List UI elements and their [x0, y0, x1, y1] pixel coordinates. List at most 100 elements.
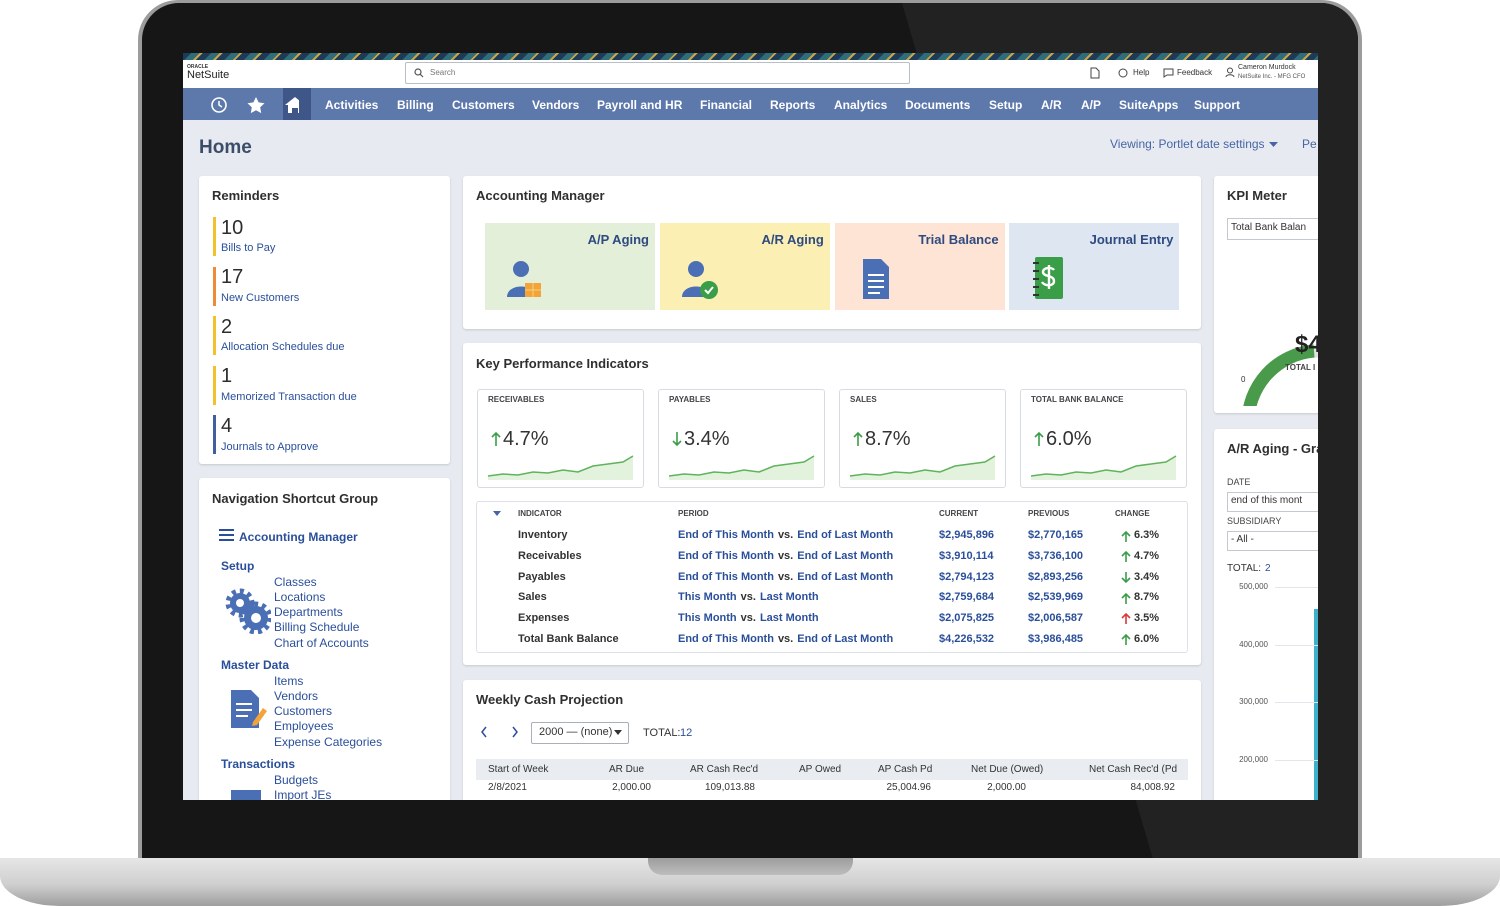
reminder-label[interactable]: Memorized Transaction due: [221, 390, 357, 403]
shortcut-link[interactable]: Budgets: [274, 772, 319, 787]
reminder-count[interactable]: 10: [221, 216, 244, 239]
help-link[interactable]: Help: [1133, 68, 1150, 78]
trend-arrow: [853, 432, 863, 446]
portlet-title: Weekly Cash Projection: [476, 692, 624, 707]
pager-arrows[interactable]: [480, 726, 520, 738]
meter-caption: TOTAL I: [1285, 363, 1316, 373]
nav-item[interactable]: Support: [1194, 97, 1240, 112]
shortcut-link[interactable]: Customers: [274, 704, 333, 719]
reminder-label[interactable]: Journals to Approve: [221, 440, 319, 453]
search-box[interactable]: [405, 62, 910, 84]
period-to[interactable]: End of Last Month: [797, 570, 894, 583]
shortcut-link[interactable]: Chart of Accounts: [274, 635, 369, 650]
current[interactable]: $2,759,684: [939, 591, 995, 604]
cut-link[interactable]: Pe: [1302, 137, 1317, 151]
gauge: [1243, 344, 1318, 406]
reminder-label[interactable]: New Customers: [221, 291, 300, 304]
select-box[interactable]: [1227, 218, 1318, 240]
tile[interactable]: Trial Balance: [834, 223, 1005, 310]
tile[interactable]: A/P Aging: [485, 223, 655, 310]
shortcut-link[interactable]: Locations: [274, 589, 326, 604]
shortcut-link[interactable]: Employees: [274, 719, 334, 734]
nav-item[interactable]: Financial: [700, 97, 753, 112]
meter-value: $4: [1295, 331, 1318, 359]
previous[interactable]: $2,539,969: [1028, 591, 1084, 604]
table-header-band: [476, 759, 1188, 780]
kpi-meter-portlet: KPI Meter Total Bank Balan $4 TOTAL I 0: [1214, 176, 1318, 413]
tile-icon: [1033, 257, 1064, 299]
top-strip: [183, 53, 1318, 60]
user-name[interactable]: Cameron Murdock: [1238, 63, 1296, 71]
collapse-caret[interactable]: [493, 511, 502, 517]
period-from[interactable]: End of This Month: [678, 549, 774, 562]
shortcut-link[interactable]: Classes: [274, 574, 317, 589]
period-to[interactable]: Last Month: [759, 611, 819, 624]
shortcut-link[interactable]: Accounting Manager: [239, 529, 358, 544]
reminder-label[interactable]: Allocation Schedules due: [221, 341, 345, 354]
viewing-link[interactable]: Viewing: Portlet date settings: [1110, 137, 1265, 151]
reminder-count[interactable]: 4: [221, 415, 233, 437]
current[interactable]: $2,945,896: [939, 529, 995, 542]
period-to[interactable]: End of Last Month: [797, 632, 894, 645]
search-placeholder[interactable]: Search: [430, 68, 456, 78]
period-from[interactable]: End of This Month: [678, 529, 774, 542]
previous[interactable]: $2,006,587: [1028, 611, 1084, 624]
period-from[interactable]: This Month: [678, 611, 737, 624]
nav-item[interactable]: Documents: [905, 97, 971, 112]
nav-item[interactable]: Setup: [989, 97, 1023, 112]
nav-bar: [183, 88, 1318, 120]
nav-item[interactable]: Billing: [397, 97, 434, 112]
nav-item[interactable]: Reports: [770, 97, 816, 112]
select-box[interactable]: [1227, 531, 1318, 551]
document-icon: [231, 690, 267, 728]
grid-line: [1275, 702, 1318, 704]
shortcut-link[interactable]: Vendors: [274, 688, 319, 703]
current[interactable]: $4,226,532: [939, 632, 995, 645]
shortcut-link[interactable]: Expense Categories: [274, 734, 383, 749]
period-from[interactable]: This Month: [678, 591, 737, 604]
nav-item[interactable]: Activities: [325, 97, 379, 112]
previous[interactable]: $2,893,256: [1028, 570, 1084, 583]
nav-item[interactable]: Customers: [452, 97, 515, 112]
period-from[interactable]: End of This Month: [678, 632, 774, 645]
feedback-link[interactable]: Feedback: [1177, 68, 1213, 78]
trend-arrow: [1121, 613, 1131, 625]
nav-item[interactable]: SuiteApps: [1119, 97, 1179, 112]
shortcut-link[interactable]: Billing Schedule: [274, 620, 360, 635]
screen: Home Viewing: Portlet date settings Pe R…: [183, 53, 1318, 800]
nav-item[interactable]: A/P: [1081, 97, 1102, 112]
previous[interactable]: $3,736,100: [1028, 549, 1084, 562]
period-from[interactable]: End of This Month: [678, 570, 774, 583]
nav-item[interactable]: Analytics: [834, 97, 888, 112]
nav-item[interactable]: Payroll and HR: [597, 97, 683, 112]
period-to[interactable]: End of Last Month: [797, 549, 894, 562]
select-box[interactable]: [1227, 492, 1318, 512]
previous[interactable]: $3,986,485: [1028, 632, 1084, 645]
reminder-label[interactable]: Bills to Pay: [221, 242, 276, 255]
nav-item[interactable]: A/R: [1041, 97, 1062, 112]
column-header: CURRENT: [939, 509, 979, 519]
period-to[interactable]: Last Month: [759, 591, 819, 604]
current[interactable]: $2,794,123: [939, 570, 995, 583]
tile[interactable]: A/R Aging: [659, 223, 830, 310]
shortcut-link[interactable]: Items: [274, 673, 304, 688]
shortcut-link[interactable]: Departments: [274, 605, 343, 620]
previous[interactable]: $2,770,165: [1028, 529, 1084, 542]
select-box[interactable]: [531, 722, 629, 744]
reminder-bar: [213, 415, 216, 455]
nav-item[interactable]: Vendors: [532, 97, 580, 112]
total-value: 2: [1265, 562, 1271, 574]
doc-icon[interactable]: [1090, 67, 1100, 79]
current[interactable]: $2,075,825: [939, 611, 995, 624]
reminder-count[interactable]: 1: [221, 365, 233, 388]
reminder-count[interactable]: 2: [221, 315, 233, 338]
tile[interactable]: Journal Entry: [1009, 223, 1180, 310]
shortcut-link[interactable]: Import JEs: [274, 787, 332, 800]
cell: 2/8/2021: [488, 781, 527, 793]
transaction-icon: [231, 790, 261, 800]
current[interactable]: $3,910,114: [939, 549, 994, 562]
period-to[interactable]: End of Last Month: [797, 529, 894, 542]
kpi-card: PAYABLES 3.4%: [658, 389, 825, 488]
reminder-count[interactable]: 17: [221, 266, 244, 289]
